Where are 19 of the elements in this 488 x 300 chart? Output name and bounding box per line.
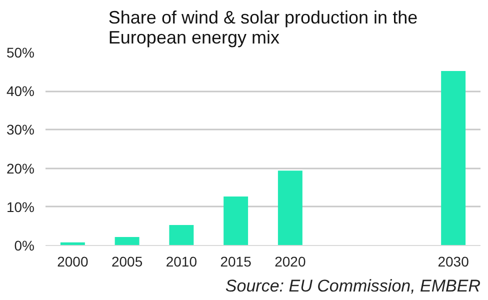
x-tick-label: 2005	[111, 254, 143, 270]
x-tick-label: 2020	[274, 254, 306, 270]
x-tick-label: 2000	[57, 254, 88, 270]
bar	[278, 170, 302, 246]
bar	[114, 237, 140, 246]
x-tick-label: 2030	[438, 254, 470, 270]
source-note: Source: EU Commission, EMBER	[225, 276, 481, 296]
y-tick-label: 10%	[6, 198, 35, 215]
y-tick-label: 50%	[6, 44, 35, 60]
y-tick-label: 0%	[14, 238, 34, 254]
y-tick-label: 30%	[6, 122, 35, 138]
y-tick-label: 40%	[6, 83, 35, 100]
x-tick-label: 2010	[166, 254, 198, 270]
bar	[224, 196, 248, 246]
x-tick-label: 2015	[220, 254, 252, 270]
bar	[441, 71, 466, 246]
y-tick-label: 20%	[6, 160, 35, 176]
chart-title: Share of wind & solar production in the European energy mix	[108, 8, 418, 48]
bar	[169, 225, 194, 246]
